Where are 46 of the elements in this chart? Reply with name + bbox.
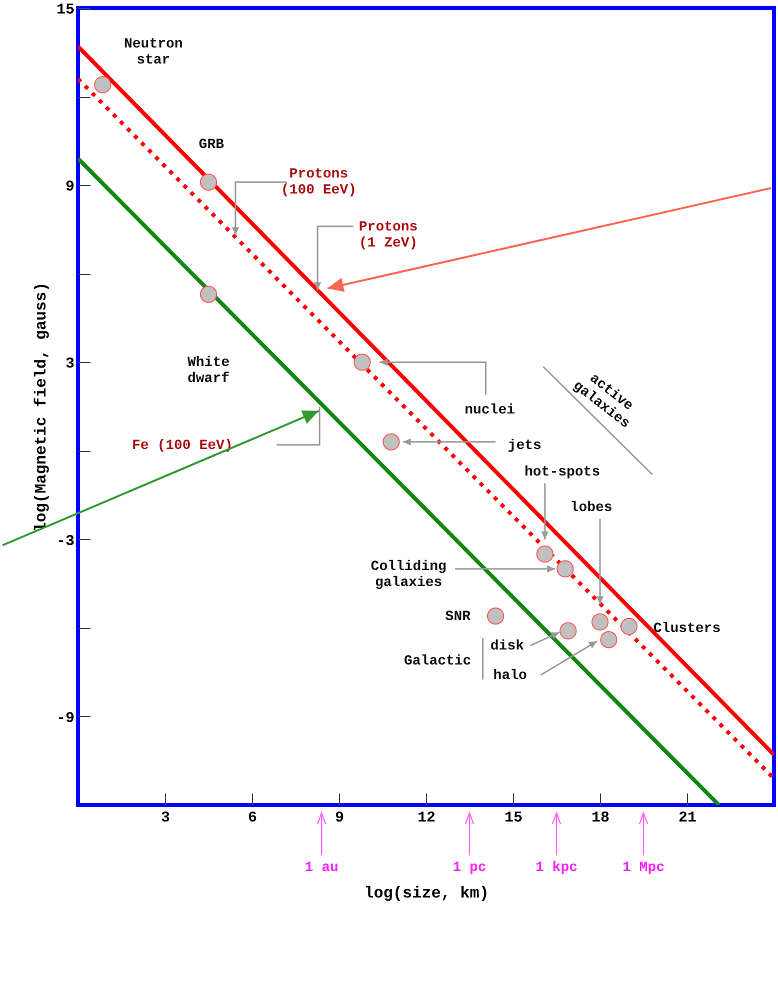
x-axis-title: log(size, km) <box>364 884 489 902</box>
annotation: Neutron star <box>124 36 183 68</box>
text: 1 kpc <box>535 860 578 876</box>
annotation: halo <box>493 668 527 684</box>
x-tick-label: 21 <box>678 810 697 826</box>
x-tick-label: 12 <box>417 810 436 826</box>
y-tick-label: -9 <box>56 710 74 727</box>
y-tick-label: 15 <box>56 2 74 18</box>
point <box>620 618 638 635</box>
x-tick-label: 6 <box>248 810 258 826</box>
point <box>560 622 577 640</box>
annotation: GRB <box>198 136 225 153</box>
y-axis-title: log(Magnetic field, gauss) <box>32 282 50 532</box>
annotation: jets <box>508 438 542 454</box>
y-tick-label: 3 <box>65 356 74 373</box>
x-tick-label: 3 <box>160 810 170 826</box>
y-tick-label: 9 <box>65 178 74 196</box>
point <box>487 608 504 625</box>
point <box>536 546 554 563</box>
annotation: disk <box>490 638 524 655</box>
annotation: Protons (1 ZeV) <box>358 219 418 252</box>
point <box>600 631 618 648</box>
annotation: hot-spots <box>524 464 600 480</box>
y-tick-label: -3 <box>56 532 74 550</box>
x-tick-label: 18 <box>591 810 610 826</box>
annotation: Colliding galaxies <box>370 558 446 591</box>
point <box>200 286 218 303</box>
point <box>94 76 112 94</box>
annotation: SNR <box>445 609 472 626</box>
annotation: White dwarf <box>187 355 230 388</box>
point <box>354 354 371 371</box>
x-tick-label: 15 <box>504 810 523 826</box>
x-tick-label: 9 <box>334 810 344 826</box>
annotation: Clusters <box>653 620 721 637</box>
point <box>200 174 218 191</box>
annotation: lobes <box>570 500 612 516</box>
annotation: Fe (100 EeV) <box>132 438 233 454</box>
annotation: Protons (100 EeV) <box>280 166 357 198</box>
point <box>591 613 609 631</box>
annotation: Galactic <box>404 653 472 670</box>
point <box>382 433 400 450</box>
text: 1 pc <box>452 860 486 876</box>
point <box>556 560 574 578</box>
text: 1 Mpc <box>622 860 665 876</box>
annotation: nuclei <box>464 402 516 418</box>
text: 1 au <box>304 860 338 876</box>
